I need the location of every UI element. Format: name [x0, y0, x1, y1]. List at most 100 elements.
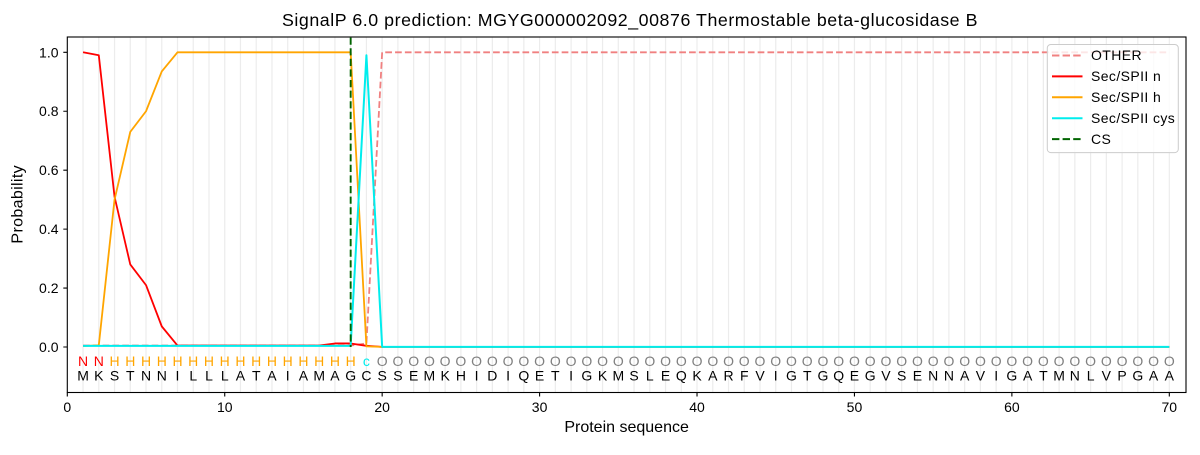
svg-text:O: O [629, 353, 640, 369]
svg-text:V: V [976, 367, 986, 383]
svg-text:R: R [723, 367, 733, 383]
svg-text:O: O [943, 353, 954, 369]
svg-text:A: A [1165, 367, 1175, 383]
svg-text:Sec/SPII n: Sec/SPII n [1091, 68, 1161, 84]
svg-text:40: 40 [689, 399, 705, 415]
svg-text:L: L [1087, 367, 1095, 383]
svg-text:N: N [944, 367, 954, 383]
svg-text:E: E [850, 367, 859, 383]
svg-text:G: G [1132, 367, 1143, 383]
svg-text:H: H [157, 353, 167, 369]
svg-text:O: O [1117, 353, 1128, 369]
svg-text:O: O [770, 353, 781, 369]
svg-text:Probability: Probability [10, 165, 27, 244]
svg-text:M: M [313, 367, 325, 383]
svg-text:O: O [849, 353, 860, 369]
svg-text:O: O [1069, 353, 1080, 369]
svg-text:G: G [786, 367, 797, 383]
svg-text:H: H [109, 353, 119, 369]
svg-text:A: A [1149, 367, 1159, 383]
svg-text:Protein sequence: Protein sequence [564, 419, 689, 436]
svg-text:I: I [994, 367, 998, 383]
svg-text:H: H [172, 353, 182, 369]
svg-text:H: H [235, 353, 245, 369]
svg-text:I: I [286, 367, 290, 383]
svg-text:H: H [283, 353, 293, 369]
svg-text:H: H [188, 353, 198, 369]
svg-text:N: N [157, 367, 167, 383]
svg-text:S: S [377, 367, 386, 383]
svg-text:H: H [204, 353, 214, 369]
svg-text:N: N [78, 353, 88, 369]
svg-text:0.2: 0.2 [39, 280, 59, 296]
svg-text:60: 60 [1004, 399, 1020, 415]
svg-text:G: G [581, 367, 592, 383]
svg-text:K: K [94, 367, 104, 383]
svg-text:c: c [363, 353, 370, 369]
svg-text:O: O [1038, 353, 1049, 369]
svg-text:O: O [786, 353, 797, 369]
svg-text:O: O [959, 353, 970, 369]
svg-text:A: A [267, 367, 277, 383]
svg-text:O: O [912, 353, 923, 369]
svg-text:O: O [975, 353, 986, 369]
svg-text:H: H [251, 353, 261, 369]
svg-text:G: G [1006, 367, 1017, 383]
svg-text:O: O [1006, 353, 1017, 369]
svg-text:S: S [629, 367, 638, 383]
svg-text:SignalP 6.0 prediction: MGYG00: SignalP 6.0 prediction: MGYG000002092_00… [282, 10, 978, 31]
svg-text:O: O [865, 353, 876, 369]
svg-text:O: O [550, 353, 561, 369]
svg-text:T: T [551, 367, 560, 383]
svg-text:N: N [928, 367, 938, 383]
svg-text:A: A [1023, 367, 1033, 383]
svg-text:A: A [299, 367, 309, 383]
svg-text:G: G [818, 367, 829, 383]
svg-text:T: T [1039, 367, 1048, 383]
svg-text:O: O [802, 353, 813, 369]
svg-text:O: O [1164, 353, 1175, 369]
svg-text:H: H [267, 353, 277, 369]
svg-text:O: O [880, 353, 891, 369]
svg-text:E: E [913, 367, 922, 383]
svg-text:CS: CS [1091, 131, 1111, 147]
svg-text:Sec/SPII cys: Sec/SPII cys [1091, 110, 1175, 126]
svg-text:K: K [440, 367, 450, 383]
svg-text:O: O [1148, 353, 1159, 369]
svg-text:H: H [220, 353, 230, 369]
svg-text:O: O [1085, 353, 1096, 369]
svg-text:30: 30 [532, 399, 548, 415]
svg-text:T: T [126, 367, 135, 383]
svg-text:K: K [692, 367, 702, 383]
svg-text:S: S [110, 367, 119, 383]
svg-text:N: N [94, 353, 104, 369]
svg-text:V: V [881, 367, 891, 383]
svg-text:M: M [424, 367, 436, 383]
svg-text:O: O [896, 353, 907, 369]
svg-text:O: O [755, 353, 766, 369]
svg-text:O: O [581, 353, 592, 369]
svg-text:0.8: 0.8 [39, 103, 59, 119]
svg-text:H: H [298, 353, 308, 369]
svg-text:I: I [176, 367, 180, 383]
svg-text:O: O [471, 353, 482, 369]
svg-text:O: O [377, 353, 388, 369]
svg-text:L: L [205, 367, 213, 383]
svg-text:T: T [252, 367, 261, 383]
svg-text:A: A [708, 367, 718, 383]
svg-text:1.0: 1.0 [39, 44, 59, 60]
svg-text:70: 70 [1162, 399, 1178, 415]
svg-text:N: N [141, 367, 151, 383]
svg-text:O: O [613, 353, 624, 369]
svg-text:V: V [755, 367, 765, 383]
svg-text:A: A [330, 367, 340, 383]
svg-text:Q: Q [518, 367, 529, 383]
svg-text:0.6: 0.6 [39, 162, 59, 178]
svg-text:O: O [818, 353, 829, 369]
svg-text:L: L [221, 367, 229, 383]
svg-text:0.4: 0.4 [39, 221, 59, 237]
svg-text:Q: Q [676, 367, 687, 383]
svg-text:O: O [707, 353, 718, 369]
svg-text:H: H [346, 353, 356, 369]
svg-text:O: O [723, 353, 734, 369]
